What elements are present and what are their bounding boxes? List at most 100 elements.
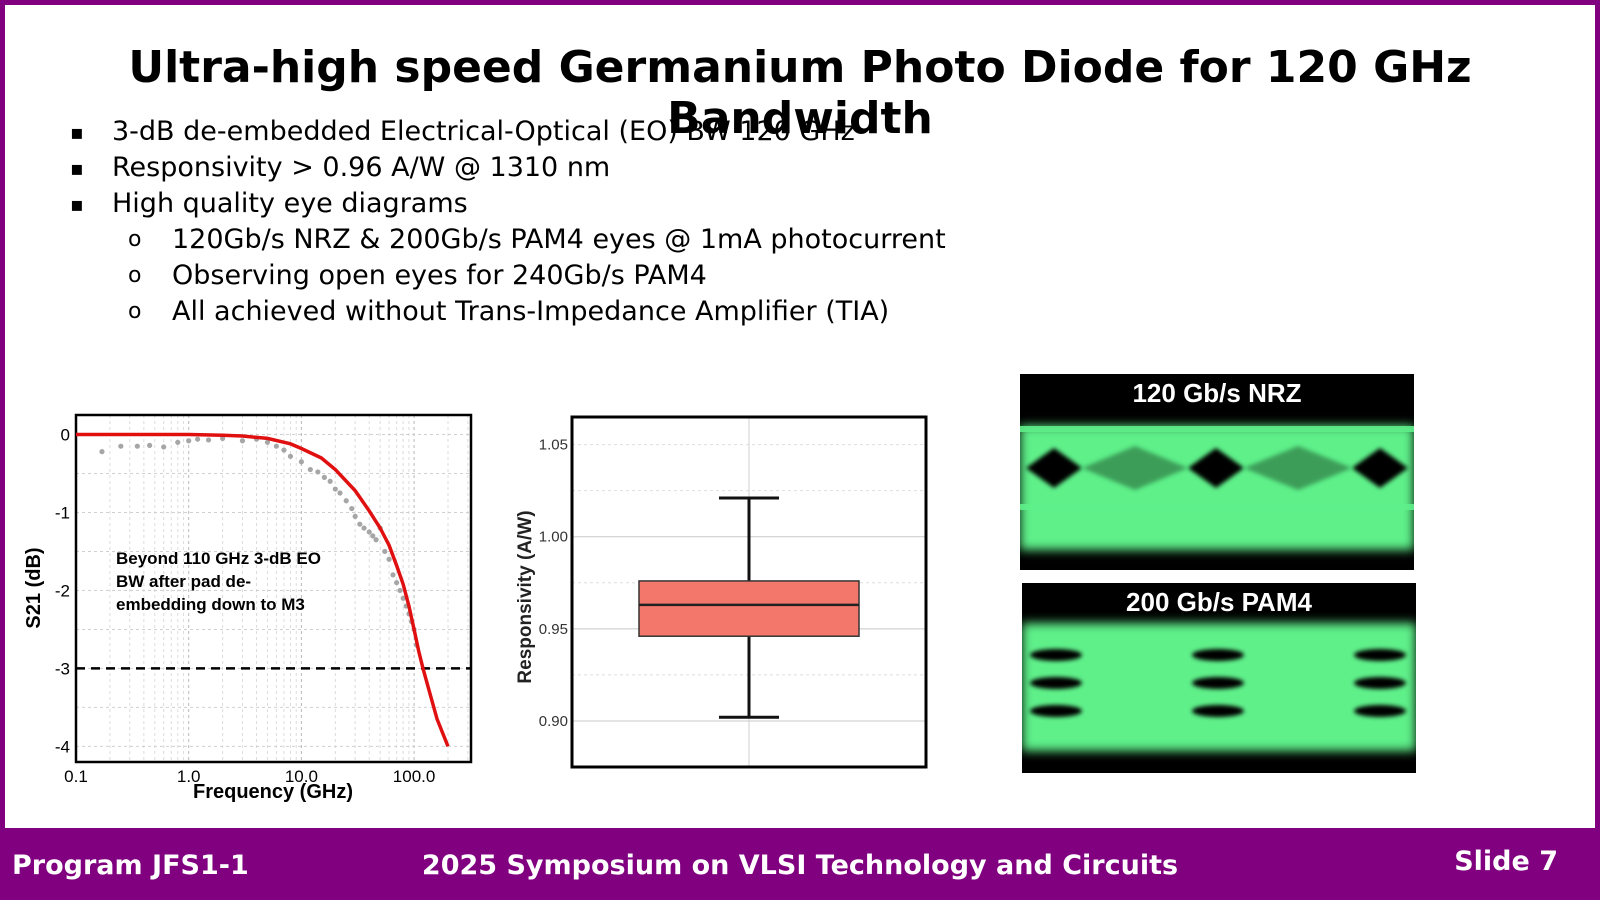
s21-measured-point [287,453,294,459]
s21-measured-point [264,439,271,445]
s21-measured-point [186,438,192,444]
box-plot-frame [570,415,928,769]
s21-annotation-line-2: BW after pad de- [116,572,251,591]
s21-measured-point [239,438,246,444]
s21-chart: 0.1 1.0 10.0 100.0 0 -1 -2 -3 -4 Beyond 110 GHz … [23,413,473,803]
s21-measured-point [337,490,343,496]
footer-slide-number: Slide 7 [1454,846,1558,877]
s21-measured-point [370,533,376,539]
sub-bullet-text: 120Gb/s NRZ & 200Gb/s PAM4 eyes @ 1mA ph… [172,224,946,255]
s21-measured-point [281,447,287,453]
s21-measured-point [298,459,304,465]
box-y-tick-label: 0.90 [539,713,568,730]
nrz-top-rail [1020,426,1414,432]
s21-measured-point [307,466,313,473]
s21-y-tick-label: -3 [55,659,70,678]
bullet-list: ▪ 3-dB de-embedded Electrical-Optical (E… [70,114,1070,330]
s21-measured-point [134,443,140,449]
footer-conference: 2025 Symposium on VLSI Technology and Ci… [421,850,1179,881]
sub-bullet-item: o Observing open eyes for 240Gb/s PAM4 [70,258,1070,294]
sub-bullet-text: Observing open eyes for 240Gb/s PAM4 [172,260,707,291]
bullet-item: ▪ Responsivity > 0.96 A/W @ 1310 nm [70,150,1070,186]
s21-tick-labels: 0.1 1.0 10.0 100.0 0 -1 -2 -3 -4 [55,425,435,786]
pam4-eye-openings [1030,649,1406,717]
s21-measured-point [361,525,367,531]
s21-measured-points [99,435,420,648]
nrz-signal-band [1020,426,1414,550]
s21-measured-point [349,505,355,512]
bullet-text: 3-dB de-embedded Electrical-Optical (EO)… [112,116,855,147]
s21-measured-point [400,595,406,601]
s21-measured-point [161,444,167,450]
s21-measured-point [386,556,392,562]
box-y-tick-label: 0.95 [539,621,568,638]
s21-measured-point [99,449,105,455]
bullet-marker: ▪ [70,156,84,180]
sub-bullet-marker: o [128,299,142,324]
s21-y-axis-label: S21 (dB) [23,547,45,628]
nrz-eye-graphic [1020,426,1414,550]
bullet-marker: ▪ [70,192,84,216]
sub-bullet-marker: o [128,227,142,252]
bullet-item: ▪ 3-dB de-embedded Electrical-Optical (E… [70,114,1070,150]
slide-title: Ultra-high speed Germanium Photo Diode f… [128,42,1472,144]
bullet-marker: ▪ [70,120,84,144]
s21-x-tick-label: 0.1 [64,767,88,786]
bullet-text: High quality eye diagrams [112,188,468,219]
s21-measured-point [357,521,363,527]
nrz-eye-label: 120 Gb/s NRZ [1132,378,1302,408]
s21-x-axis-label: Frequency (GHz) [193,781,353,803]
sub-bullet-text: All achieved without Trans-Impedance Amp… [172,296,890,327]
footer-bar: Program JFS1-1 2025 Symposium on VLSI Te… [0,828,1600,900]
s21-y-tick-label: -4 [55,737,70,756]
s21-x-tick-label: 1.0 [177,767,201,786]
box-marks [638,496,860,719]
sub-bullet-marker: o [128,263,142,288]
box-y-tick-label: 1.00 [539,529,568,546]
s21-plot-frame [74,413,473,764]
s21-x-tick-label: 10.0 [285,767,318,786]
eye-diagram-nrz: 120 Gb/s NRZ [1020,374,1414,570]
s21-measured-point [315,469,321,475]
box-iqr [638,580,860,637]
s21-annotation-line-3: embedding down to M3 [116,595,305,614]
s21-gridlines [75,415,471,762]
s21-measured-point [343,498,349,504]
nrz-bottom-rail [1020,504,1414,510]
s21-measured-point [220,435,226,441]
s21-measured-point [352,513,358,519]
sub-bullet-item: o All achieved without Trans-Impedance A… [70,294,1070,330]
s21-measured-point [327,478,333,484]
box-y-tick-label: 1.05 [539,437,568,454]
s21-measured-point [332,486,338,492]
eye-diagram-pam4: 200 Gb/s PAM4 [1022,583,1416,773]
s21-measured-point [195,436,201,442]
s21-y-tick-label: 0 [61,425,70,444]
footer-program: Program JFS1-1 [12,850,249,881]
s21-annotation-line-1: Beyond 110 GHz 3-dB EO [116,549,321,568]
s21-x-tick-label: 100.0 [393,767,436,786]
sub-bullet-item: o 120Gb/s NRZ & 200Gb/s PAM4 eyes @ 1mA … [70,222,1070,258]
s21-measured-point [205,437,212,443]
nrz-eye-openings [1026,446,1408,490]
pam4-eye-graphic [1022,623,1416,751]
s21-fit-curve [76,432,450,748]
s21-measured-point [382,548,388,555]
s21-measured-point [366,529,372,535]
s21-measured-point [394,580,400,586]
box-y-axis-label: Responsivity (A/W) [515,510,536,683]
s21-measured-point [390,572,396,578]
s21-measured-point [373,537,379,543]
s21-measured-point [321,474,327,480]
responsivity-boxplot: 0.90 0.95 1.00 1.05 Responsivity (A/W) [515,415,928,769]
s21-measured-point [397,587,403,594]
s21-measured-point [147,442,153,449]
bullet-text: Responsivity > 0.96 A/W @ 1310 nm [112,152,611,183]
s21-measured-point [175,439,181,445]
s21-measured-point [118,443,124,449]
bullet-item: ▪ High quality eye diagrams [70,186,1070,222]
pam4-eye-label: 200 Gb/s PAM4 [1126,587,1312,617]
box-tick-labels: 0.90 0.95 1.00 1.05 [539,437,568,730]
s21-y-tick-label: -1 [55,503,70,522]
